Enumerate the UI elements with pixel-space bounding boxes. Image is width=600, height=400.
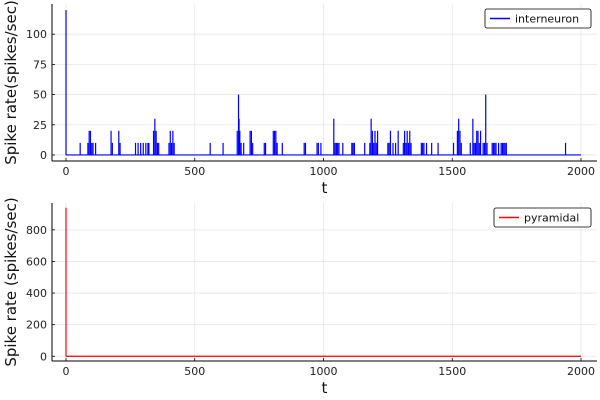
tick-labels: 0 500 1000 1500 2000 0 200 400 600 800 [26,224,595,378]
y-tick-label: 200 [26,319,47,332]
x-tick-label: 2000 [567,165,595,178]
x-axis-label: t [322,379,328,397]
pyramidal-chart: 0 500 1000 1500 2000 0 200 400 600 800 t Spike ra… [2,197,597,397]
legend-box [484,8,592,29]
legend: pyramidal [493,207,592,228]
interneuron-chart: 0 500 1000 1500 2000 0 25 50 75 100 t Spike rate(… [2,0,597,197]
legend-label: interneuron [515,13,579,26]
x-tick-label: 500 [184,365,205,378]
x-tick-label: 1500 [438,365,466,378]
y-tick-label: 600 [26,255,47,268]
x-tick-label: 1000 [310,165,338,178]
series-lines [65,10,581,156]
y-tick-label: 0 [40,149,47,162]
legend-box [493,207,592,228]
y-tick-label: 400 [26,287,47,300]
x-tick-label: 0 [63,365,70,378]
y-tick-label: 100 [26,28,47,41]
y-tick-label: 25 [33,119,47,132]
legend-label: pyramidal [524,212,579,225]
y-tick-label: 0 [40,350,47,363]
axes-frame [51,203,597,362]
axes-frame [51,4,597,162]
tick-labels: 0 500 1000 1500 2000 0 25 50 75 100 [26,28,595,178]
y-tick-label: 50 [33,89,47,102]
legend: interneuron [484,8,592,29]
x-tick-label: 500 [184,165,205,178]
y-axis-label: Spike rate(spikes/sec) [2,0,20,165]
x-tick-label: 1000 [310,365,338,378]
y-tick-label: 800 [26,224,47,237]
y-axis-label: Spike rate (spikes/sec) [2,197,20,366]
x-axis-label: t [322,179,328,197]
y-tick-label: 75 [33,58,47,71]
x-tick-label: 1500 [438,165,466,178]
series-lines [65,207,581,357]
x-tick-label: 0 [63,165,70,178]
x-tick-label: 2000 [567,365,595,378]
